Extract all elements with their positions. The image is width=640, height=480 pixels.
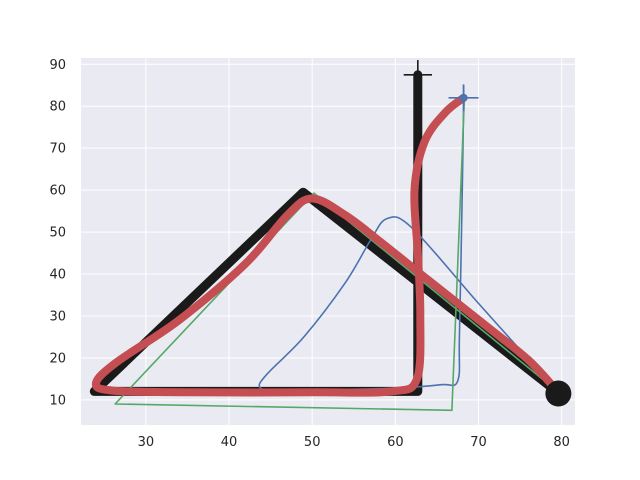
x-tick-label-30: 30 — [138, 435, 155, 450]
red-series-line — [91, 93, 562, 397]
x-tick-label-50: 50 — [304, 435, 321, 450]
tick-labels: 30 40 50 60 70 80 10 20 30 40 50 60 70 80 90 — [49, 58, 570, 450]
marker-layer — [403, 60, 572, 407]
x-tick-label-40: 40 — [221, 435, 238, 450]
y-tick-label-40: 40 — [49, 268, 66, 283]
series-layer — [89, 70, 564, 412]
y-tick-label-20: 20 — [49, 351, 66, 366]
y-tick-label-80: 80 — [49, 100, 66, 115]
y-tick-label-10: 10 — [49, 393, 66, 408]
x-tick-label-70: 70 — [470, 435, 487, 450]
y-tick-label-60: 60 — [49, 184, 66, 199]
x-tick-label-80: 80 — [553, 435, 570, 450]
y-tick-label-70: 70 — [49, 142, 66, 157]
end-marker — [545, 380, 572, 407]
blue-errorbar-point — [459, 93, 468, 102]
y-tick-label-90: 90 — [49, 58, 66, 73]
x-tick-label-60: 60 — [387, 435, 404, 450]
black-errorbar-point — [413, 70, 422, 79]
y-tick-label-30: 30 — [49, 309, 66, 324]
gridlines — [81, 58, 575, 425]
plot-background — [81, 58, 575, 425]
y-tick-label-50: 50 — [49, 226, 66, 241]
